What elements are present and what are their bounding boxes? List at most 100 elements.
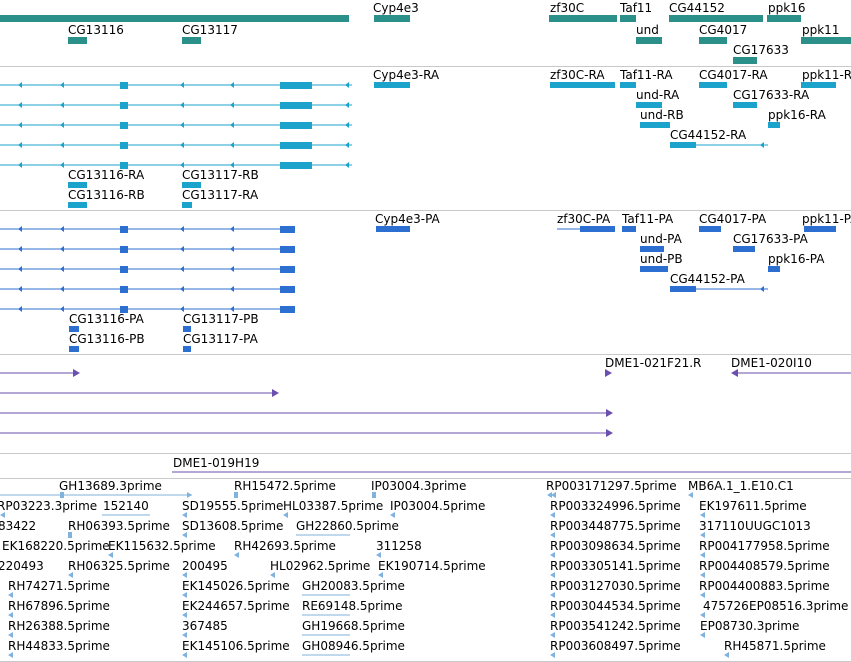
est-label[interactable]: RH74271.5prime bbox=[8, 579, 110, 593]
protein-feature[interactable] bbox=[699, 226, 721, 232]
est-label[interactable]: RP004400883.5prime bbox=[699, 579, 830, 593]
est-label[interactable]: RP004177958.5prime bbox=[699, 539, 830, 553]
transcript-feature[interactable] bbox=[68, 202, 87, 208]
est-feature[interactable] bbox=[0, 512, 5, 518]
gene-label[interactable]: ppk16 bbox=[768, 1, 805, 15]
est-label[interactable]: RP003127030.5prime bbox=[550, 579, 681, 593]
protein-feature[interactable] bbox=[580, 226, 615, 232]
est-label[interactable]: GH19668.5prime bbox=[302, 619, 405, 633]
est-label[interactable]: HL03387.5prime bbox=[283, 499, 383, 513]
protein-row[interactable] bbox=[0, 266, 295, 273]
gene-feature[interactable] bbox=[636, 37, 662, 44]
gene-feature[interactable] bbox=[801, 37, 851, 44]
est-label[interactable]: UUGC1013 bbox=[745, 519, 811, 533]
protein-feature[interactable] bbox=[183, 346, 191, 352]
est-label[interactable]: RE69148.5prime bbox=[302, 599, 403, 613]
est-track[interactable] bbox=[0, 492, 729, 658]
gene-label[interactable]: CG4017 bbox=[699, 23, 747, 37]
est-label[interactable]: GH22860.5prime bbox=[296, 519, 399, 533]
protein-feature[interactable] bbox=[622, 226, 636, 232]
est-label[interactable]: 220493 bbox=[0, 559, 44, 573]
protein-row[interactable] bbox=[0, 226, 295, 233]
protein-label[interactable]: und-PA bbox=[640, 232, 683, 246]
est-label[interactable]: RH06325.5prime bbox=[68, 559, 170, 573]
est-label[interactable]: RP003171297.5prime bbox=[546, 479, 677, 493]
protein-feature[interactable] bbox=[69, 346, 79, 352]
transcript-label[interactable]: Cyp4e3-RA bbox=[373, 68, 440, 82]
gene-feature[interactable] bbox=[549, 15, 617, 22]
est-label[interactable]: IP03004.3prime bbox=[371, 479, 466, 493]
est-label[interactable]: EK145026.5prime bbox=[182, 579, 290, 593]
protein-row[interactable] bbox=[0, 246, 295, 253]
est-label[interactable]: EK168220.5prime bbox=[2, 539, 110, 553]
protein-label[interactable]: CG13117-PB bbox=[183, 312, 259, 326]
transcript-label[interactable]: zf30C-RA bbox=[550, 68, 605, 82]
est-label[interactable]: RP03223.3prime bbox=[0, 499, 97, 513]
est-label[interactable]: RH44833.5prime bbox=[8, 639, 110, 653]
gene-feature[interactable] bbox=[620, 15, 636, 22]
clone-label[interactable]: DME1-019H19 bbox=[173, 456, 259, 470]
gene-label[interactable]: CG13117 bbox=[182, 23, 238, 37]
transcript-feature[interactable] bbox=[640, 122, 670, 128]
protein-feature[interactable] bbox=[640, 266, 668, 272]
est-label[interactable]: GH13689.3prime bbox=[59, 479, 162, 493]
protein-feature[interactable] bbox=[733, 246, 755, 252]
est-label[interactable]: RP003098634.5prime bbox=[550, 539, 681, 553]
transcript-label[interactable]: CG4017-RA bbox=[699, 68, 768, 82]
protein-label[interactable]: Cyp4e3-PA bbox=[375, 212, 441, 226]
transcript-feature[interactable] bbox=[733, 102, 757, 108]
est-label[interactable]: EK190714.5prime bbox=[378, 559, 486, 573]
protein-label[interactable]: zf30C-PA bbox=[557, 212, 611, 226]
transcript-label[interactable]: Taf11-RA bbox=[619, 68, 673, 82]
est-label[interactable]: MB6A.1_1.E10.C1 bbox=[688, 479, 794, 493]
gene-feature[interactable] bbox=[699, 37, 727, 44]
transcript-label[interactable]: und-RA bbox=[636, 88, 680, 102]
protein-row[interactable] bbox=[0, 306, 295, 313]
transcript-label[interactable]: CG13116-RB bbox=[68, 188, 145, 202]
protein-feature[interactable] bbox=[804, 226, 836, 232]
transcript-row[interactable] bbox=[0, 102, 352, 109]
est-feature[interactable] bbox=[688, 492, 693, 498]
gene-track[interactable] bbox=[0, 15, 851, 64]
transcript-label[interactable]: ppk11-RA bbox=[802, 68, 851, 82]
transcript-feature[interactable] bbox=[68, 182, 87, 188]
protein-label[interactable]: CG13117-PA bbox=[183, 332, 259, 346]
transcript-label[interactable]: ppk16-RA bbox=[768, 108, 827, 122]
est-label[interactable]: RH15472.5prime bbox=[234, 479, 336, 493]
est-label[interactable]: RH45871.5prime bbox=[724, 639, 826, 653]
gene-feature[interactable] bbox=[733, 57, 757, 64]
protein-label[interactable]: CG17633-PA bbox=[733, 232, 809, 246]
est-label[interactable]: 475726 bbox=[703, 599, 749, 613]
est-label[interactable]: RP004408579.5prime bbox=[699, 559, 830, 573]
protein-feature[interactable] bbox=[768, 266, 780, 272]
protein-label[interactable]: CG44152-PA bbox=[670, 272, 746, 286]
est-feature[interactable] bbox=[547, 492, 552, 498]
est-label[interactable]: RP003608497.5prime bbox=[550, 639, 681, 653]
est-label[interactable]: 311258 bbox=[376, 539, 422, 553]
transcript-feature[interactable] bbox=[374, 82, 410, 88]
protein-label[interactable]: und-PB bbox=[640, 252, 683, 266]
est-label[interactable]: EK197611.5prime bbox=[699, 499, 807, 513]
gene-feature[interactable] bbox=[767, 15, 801, 22]
est-label[interactable]: EK145106.5prime bbox=[182, 639, 290, 653]
clone-label[interactable]: DME1-020I10 bbox=[731, 356, 812, 370]
est-label[interactable]: RH06393.5prime bbox=[68, 519, 170, 533]
transcript-feature[interactable] bbox=[801, 82, 836, 88]
protein-feature[interactable] bbox=[640, 246, 664, 252]
est-label[interactable]: SD19555.5prime bbox=[182, 499, 283, 513]
transcript-feature[interactable] bbox=[636, 102, 662, 108]
transcript-row[interactable] bbox=[0, 122, 352, 129]
protein-feature[interactable] bbox=[69, 326, 79, 332]
clone-feature[interactable] bbox=[605, 369, 612, 377]
protein-track[interactable] bbox=[0, 226, 836, 352]
gene-feature[interactable] bbox=[68, 37, 87, 44]
est-label[interactable]: IP03004.5prime bbox=[390, 499, 485, 513]
transcript-feature[interactable] bbox=[182, 202, 192, 208]
transcript-feature[interactable] bbox=[550, 82, 615, 88]
transcript-row[interactable] bbox=[0, 142, 352, 149]
est-label[interactable]: RP003448775.5prime bbox=[550, 519, 681, 533]
gene-feature[interactable] bbox=[0, 15, 349, 22]
transcript-feature[interactable] bbox=[670, 142, 696, 148]
gene-label[interactable]: und bbox=[636, 23, 659, 37]
est-label[interactable]: RP003324996.5prime bbox=[550, 499, 681, 513]
